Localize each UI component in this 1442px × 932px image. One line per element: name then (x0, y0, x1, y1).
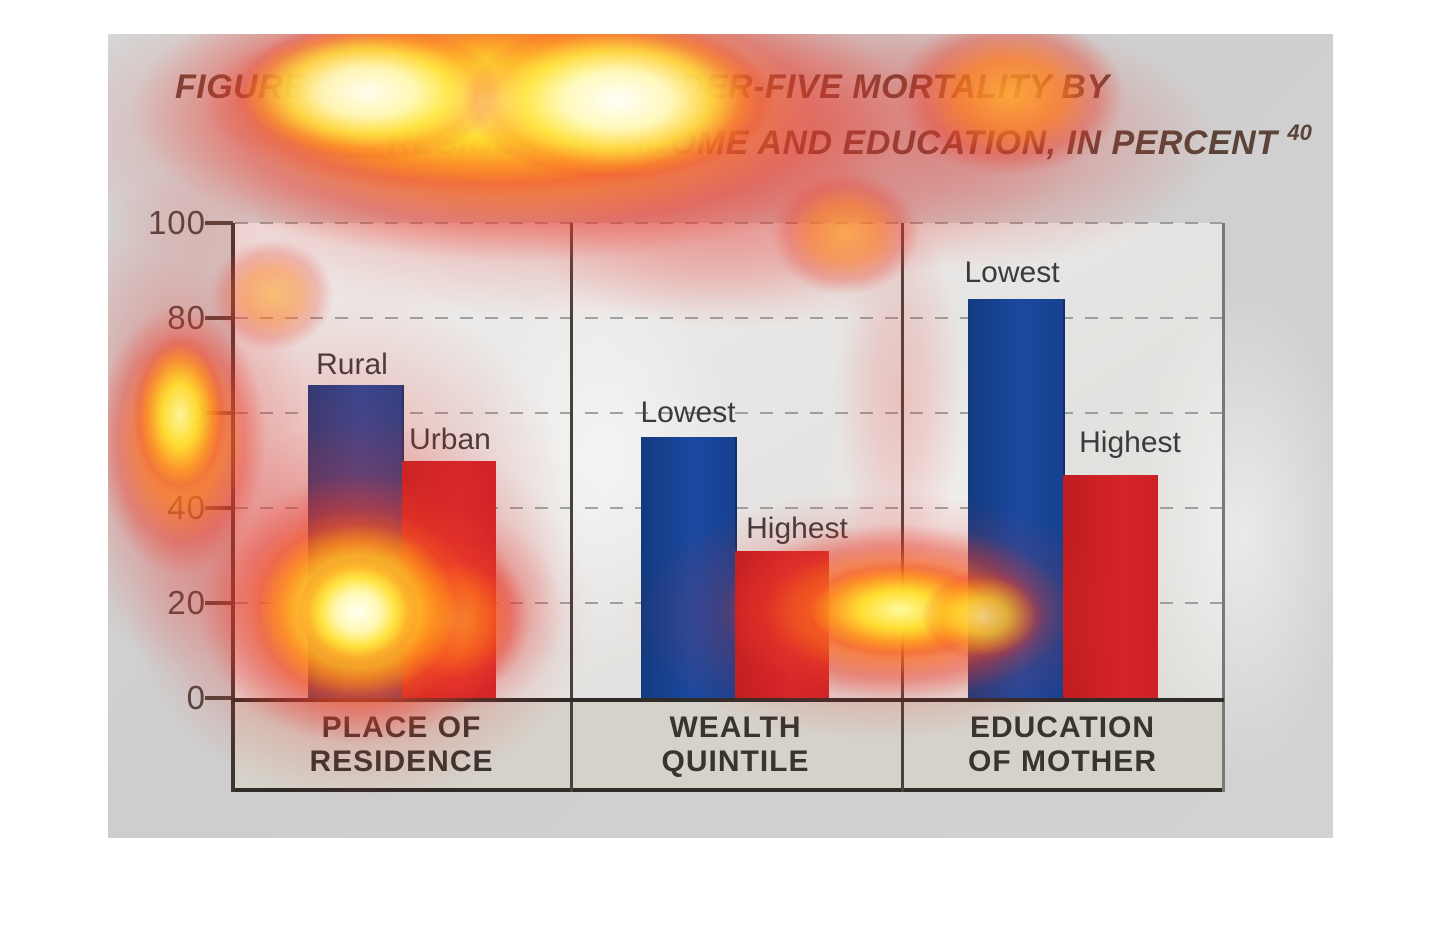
bar-wealth-highest (735, 550, 829, 698)
y-tick (205, 316, 233, 320)
gridline-100 (235, 222, 1222, 224)
y-tick-label: 20 (167, 584, 206, 621)
y-tick (205, 506, 233, 510)
category-line: EDUCATION (969, 710, 1156, 744)
y-axis-line (231, 223, 235, 792)
bar-urban (402, 460, 496, 698)
bar-label-rural: Rural (316, 348, 388, 381)
category-line: PLACE OF (321, 710, 482, 744)
gridline-80 (235, 317, 1222, 319)
category-place-of-residence: PLACE OF RESIDENCE (233, 702, 570, 788)
figure-title-line1: FIGURE 26: INEQUITIES IN UNDER-FIVE MORT… (175, 68, 1110, 106)
bar-label-education-lowest: Lowest (964, 256, 1060, 289)
category-wealth-quintile: WEALTH QUINTILE (570, 702, 901, 788)
bar-education-highest (1063, 474, 1158, 698)
y-tick-label: 60 (167, 394, 206, 431)
y-tick-label: 40 (167, 489, 206, 526)
y-tick (205, 221, 233, 225)
category-education-of-mother: EDUCATION OF MOTHER (901, 702, 1224, 788)
panel-divider-1 (570, 223, 573, 792)
footnote-superscript: 40 (1287, 120, 1312, 145)
figure-title-line2: RESIDENCE, INCOME AND EDUCATION, IN PERC… (387, 120, 1312, 162)
category-line: WEALTH (669, 710, 802, 744)
category-line: OF MOTHER (968, 745, 1157, 778)
bar-education-lowest (968, 299, 1065, 698)
x-axis-line (231, 698, 1224, 702)
category-line: RESIDENCE (309, 745, 494, 778)
y-tick (205, 601, 233, 605)
y-tick (205, 411, 233, 415)
bar-label-education-highest: Highest (1079, 426, 1181, 459)
y-tick-label: 0 (186, 679, 206, 716)
heat-blob-yellow (200, 34, 780, 197)
y-tick (205, 696, 233, 700)
category-line: QUINTILE (661, 745, 810, 778)
y-tick-label: 100 (147, 204, 206, 241)
bar-label-wealth-highest: Highest (746, 512, 848, 545)
bar-wealth-lowest (641, 436, 737, 698)
y-tick-label: 80 (167, 299, 206, 336)
bar-label-urban: Urban (409, 423, 491, 456)
panel-divider-2 (901, 223, 904, 792)
scanned-figure-image: FIGURE 26: INEQUITIES IN UNDER-FIVE MORT… (108, 34, 1333, 838)
plot-right-border (1222, 223, 1225, 792)
bar-label-wealth-lowest: Lowest (640, 396, 736, 429)
gridline-60 (235, 412, 1222, 414)
figure-title-line2-text: RESIDENCE, INCOME AND EDUCATION, IN PERC… (387, 124, 1278, 162)
